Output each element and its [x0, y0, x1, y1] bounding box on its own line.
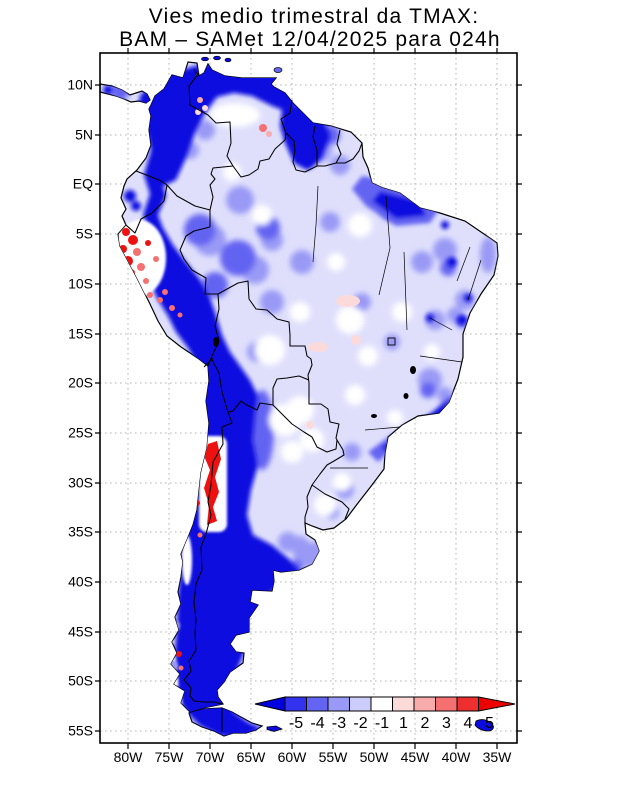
- lon-tick-label: 75W: [155, 749, 185, 765]
- lat-tick-label: 45S: [68, 624, 93, 640]
- lat-tick-label: 30S: [68, 475, 93, 491]
- colorbar-cell: [349, 696, 372, 712]
- colorbar-cell: [284, 696, 307, 712]
- lon-tick-label: 45W: [401, 749, 431, 765]
- lat-tick-label: 40S: [68, 574, 93, 590]
- longitude-axis: 80W 75W 70W 65W 60W 55W 50W 45W 40W 35W: [114, 749, 513, 765]
- state-borders: [312, 185, 482, 469]
- south-georgia-island: [474, 719, 494, 732]
- colorbar-cell: [370, 696, 393, 712]
- lon-tick-label: 50W: [360, 749, 390, 765]
- colorbar-cell: [413, 696, 436, 712]
- lat-tick-label: 35S: [68, 524, 93, 540]
- colorbar-cell: [392, 696, 415, 712]
- colorbar: -5 -4 -3 -2 -1 1 2 3 4 5: [254, 696, 516, 732]
- lon-tick-label: 35W: [483, 749, 513, 765]
- colorbar-tick-label: 2: [421, 715, 430, 732]
- lat-tick-label: EQ: [73, 176, 93, 192]
- colorbar-cell: [435, 696, 458, 712]
- title-line-2: BAM – SAMet 12/04/2025 para 024h: [119, 28, 501, 51]
- lon-tick-label: 60W: [278, 749, 308, 765]
- lon-tick-label: 80W: [114, 749, 144, 765]
- figure-title: Vies medio trimestral da TMAX: BAM – SAM…: [119, 5, 501, 51]
- colorbar-cell: [456, 696, 479, 712]
- colorbar-tick-label: 4: [464, 715, 473, 732]
- lon-tick-label: 65W: [237, 749, 267, 765]
- lat-tick-label: 10S: [68, 276, 93, 292]
- lat-tick-label: 55S: [68, 723, 93, 739]
- country-borders: [125, 72, 363, 732]
- lat-tick-label: 10N: [67, 77, 93, 93]
- colorbar-left-arrow: [254, 696, 286, 712]
- colorbar-cell: [327, 696, 350, 712]
- colorbar-tick-label: -5: [289, 715, 303, 732]
- lon-tick-label: 40W: [442, 749, 472, 765]
- staten-island: [266, 725, 284, 732]
- colorbar-right-arrow: [478, 696, 516, 712]
- lon-tick-label: 55W: [319, 749, 349, 765]
- colorbar-tick-label: -3: [332, 715, 346, 732]
- colorbar-tick-label: -1: [375, 715, 389, 732]
- colorbar-tick-label: 1: [399, 715, 408, 732]
- title-line-1: Vies medio trimestral da TMAX:: [149, 5, 480, 28]
- bias-shading: [103, 62, 496, 736]
- lat-tick-label: 15S: [68, 326, 93, 342]
- lon-tick-label: 70W: [196, 749, 226, 765]
- lakes: [213, 337, 416, 418]
- lat-tick-label: 20S: [68, 375, 93, 391]
- lat-tick-label: 25S: [68, 425, 93, 441]
- islands: [201, 55, 494, 732]
- map-frame: [95, 48, 522, 749]
- colorbar-tick-label: 3: [442, 715, 451, 732]
- colorbar-tick-label: -2: [353, 715, 367, 732]
- lat-tick-label: 5N: [75, 127, 93, 143]
- colorbar-cell: [306, 696, 329, 712]
- colorbar-tick-label: -4: [310, 715, 324, 732]
- latitude-axis: 10N 5N EQ 5S 10S 15S 20S 25S 30S 35S 40S…: [67, 77, 93, 739]
- colorbar-tick-label: 5: [485, 715, 494, 732]
- lat-tick-label: 50S: [68, 673, 93, 689]
- lat-tick-label: 5S: [76, 226, 93, 242]
